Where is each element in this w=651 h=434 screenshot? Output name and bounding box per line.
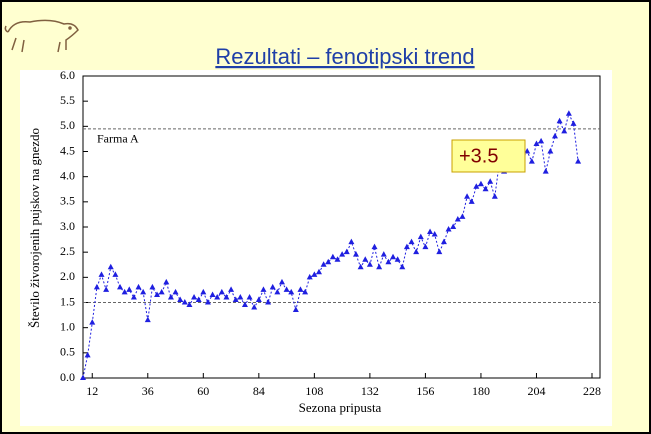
reference-label: Farma A: [97, 132, 139, 146]
y-axis-label: Število živorojenih pujskov na gnezdo: [27, 128, 42, 328]
x-tick-label: 180: [472, 384, 490, 398]
x-tick-label: 108: [305, 384, 323, 398]
y-tick-label: 5.0: [60, 118, 75, 132]
x-tick-label: 60: [197, 384, 209, 398]
x-axis-label: Sezona pripusta: [299, 400, 382, 415]
annotation: +3.5: [452, 140, 525, 172]
y-tick-label: 6.0: [60, 68, 75, 82]
y-tick-label: 2.0: [60, 269, 75, 283]
x-tick-label: 204: [527, 384, 545, 398]
x-tick-label: 228: [583, 384, 601, 398]
x-tick-label: 12: [86, 384, 98, 398]
slide: Rezultati – fenotipski trend Število živ…: [0, 0, 651, 434]
x-tick-label: 132: [361, 384, 379, 398]
y-tick-label: 4.0: [60, 168, 75, 182]
x-tick-label: 36: [142, 384, 154, 398]
y-tick-label: 0.0: [60, 370, 75, 384]
x-tick-label: 156: [416, 384, 434, 398]
y-tick-label: 1.0: [60, 319, 75, 333]
x-tick-label: 84: [253, 384, 265, 398]
y-tick-label: 3.5: [60, 194, 75, 208]
y-tick-label: 3.0: [60, 219, 75, 233]
y-tick-label: 1.5: [60, 294, 75, 308]
slide-title: Rezultati – fenotipski trend: [215, 44, 474, 69]
annotation-text: +3.5: [459, 145, 498, 167]
y-tick-label: 4.5: [60, 143, 75, 157]
chart-panel: [20, 70, 612, 426]
y-tick-label: 5.5: [60, 93, 75, 107]
y-tick-label: 2.5: [60, 244, 75, 258]
y-tick-label: 0.5: [60, 345, 75, 359]
